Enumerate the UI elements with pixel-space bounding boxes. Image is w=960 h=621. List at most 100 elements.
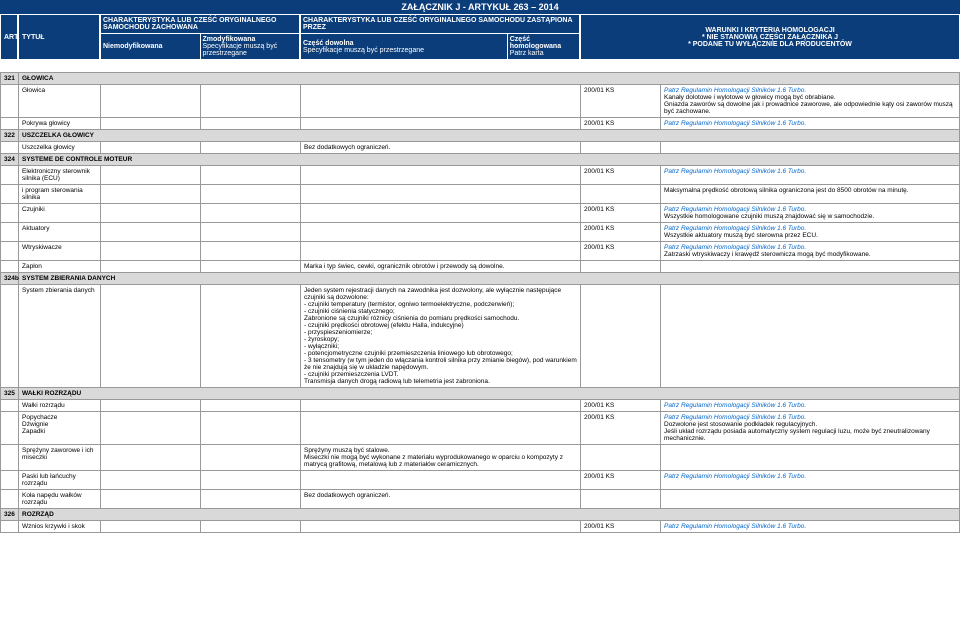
art-cell (1, 142, 19, 154)
warunki-cell (661, 261, 960, 273)
homolog-cell: 200/01 KS (581, 118, 661, 130)
homolog-cell: 200/01 KS (581, 412, 661, 445)
zmod-cell (201, 471, 301, 490)
niemod-cell (101, 223, 201, 242)
dowolna-cell (301, 223, 581, 242)
name-cell: Czujniki (19, 204, 101, 223)
zmod-cell (201, 142, 301, 154)
warunki-cell (661, 445, 960, 471)
homolog-cell (581, 285, 661, 388)
niemod-cell (101, 285, 201, 388)
zmod-cell (201, 400, 301, 412)
art-cell (1, 261, 19, 273)
niemod-cell (101, 400, 201, 412)
zmod-cell (201, 118, 301, 130)
art-cell (1, 223, 19, 242)
art-cell: 322 (1, 130, 19, 142)
section-name: USZCZELKA GŁOWICY (19, 130, 960, 142)
niemod-cell (101, 142, 201, 154)
table-row: Głowica200/01 KSPatrz Regulamin Homologa… (1, 85, 960, 118)
homolog-cell (581, 142, 661, 154)
name-cell: Aktuatory (19, 223, 101, 242)
dowolna-cell: Jeden system rejestracji danych na zawod… (301, 285, 581, 388)
warunki-cell (661, 142, 960, 154)
name-cell: PopychaczeDźwignieZapadki (19, 412, 101, 445)
zmod-cell (201, 261, 301, 273)
name-cell: Sprężyny zaworowe i ich miseczki (19, 445, 101, 471)
table-row: ZapłonMarka i typ świec, cewki, ogranicz… (1, 261, 960, 273)
niemod-cell (101, 471, 201, 490)
warunki-cell (661, 490, 960, 509)
dowolna-cell (301, 521, 581, 533)
name-cell: Głowica (19, 85, 101, 118)
name-cell: Pokrywa głowicy (19, 118, 101, 130)
art-cell (1, 166, 19, 185)
art-cell (1, 285, 19, 388)
warunki-cell: Patrz Regulamin Homologacji Silników 1.6… (661, 242, 960, 261)
table-row: Wałki rozrządu 200/01 KSPatrz Regulamin H… (1, 400, 960, 412)
homolog-cell: 200/01 KS (581, 242, 661, 261)
art-cell (1, 118, 19, 130)
table-row: Koła napędu wałków rozrządu Bez dodatkowy… (1, 490, 960, 509)
name-cell: Wtryskiwacze (19, 242, 101, 261)
hcol-dowolna: Część dowolnaSpecyfikacje muszą być prze… (301, 34, 508, 59)
hcol-homolog: Część homologowanaPatrz karta (508, 34, 579, 59)
section-name: SYSTEME DE CONTROLE MOTEUR (19, 154, 960, 166)
name-cell: Koła napędu wałków rozrządu (19, 490, 101, 509)
table-row: 326ROZRZĄD (1, 509, 960, 521)
warunki-cell: Patrz Regulamin Homologacji Silników 1.6… (661, 521, 960, 533)
warunki-cell: Patrz Regulamin Homologacji Silników 1.6… (661, 400, 960, 412)
dowolna-cell (301, 118, 581, 130)
homolog-cell: 200/01 KS (581, 471, 661, 490)
homolog-cell: 200/01 KS (581, 400, 661, 412)
table-row: Wtryskiwacze 200/01 KSPatrz Regulamin Hom… (1, 242, 960, 261)
homolog-cell: 200/01 KS (581, 204, 661, 223)
warunki-cell: Maksymalna prędkość obrotową silnika ogr… (661, 185, 960, 204)
table-row: 322USZCZELKA GŁOWICY (1, 130, 960, 142)
table-row: 325WAŁKI ROZRZĄDU (1, 388, 960, 400)
name-cell: i program sterowania silnika (19, 185, 101, 204)
niemod-cell (101, 85, 201, 118)
dowolna-cell (301, 204, 581, 223)
warunki-cell: Patrz Regulamin Homologacji Silników 1.6… (661, 204, 960, 223)
homolog-cell: 200/01 KS (581, 521, 661, 533)
dowolna-cell (301, 166, 581, 185)
zmod-cell (201, 223, 301, 242)
hcol-group1: CHARAKTERYSTYKA LUB CZEŚĆ ORYGINALNEGO S… (100, 14, 300, 60)
hcol-tytul: TYTUŁ (18, 14, 100, 60)
art-cell (1, 445, 19, 471)
table-row: Elektroniczny sterownik silnika (ECU) 200… (1, 166, 960, 185)
warunki-cell: Patrz Regulamin Homologacji Silników 1.6… (661, 118, 960, 130)
zmod-cell (201, 185, 301, 204)
niemod-cell (101, 261, 201, 273)
name-cell: Wałki rozrządu (19, 400, 101, 412)
warunki-cell: Patrz Regulamin Homologacji Silników 1.6… (661, 166, 960, 185)
name-cell: Paski lub łańcuchy rozrządu (19, 471, 101, 490)
homolog-cell: 200/01 KS (581, 166, 661, 185)
hcol-art: ART. (0, 14, 18, 60)
dowolna-cell: Bez dodatkowych ograniczeń. (301, 490, 581, 509)
name-cell: Uszczelka głowicy (19, 142, 101, 154)
dowolna-cell (301, 400, 581, 412)
art-cell (1, 204, 19, 223)
art-cell (1, 185, 19, 204)
table-row: Sprężyny zaworowe i ich miseczki Sprężyny… (1, 445, 960, 471)
name-cell: Elektroniczny sterownik silnika (ECU) (19, 166, 101, 185)
header-columns: ART. TYTUŁ CHARAKTERYSTYKA LUB CZEŚĆ ORY… (0, 14, 960, 60)
niemod-cell (101, 242, 201, 261)
art-cell: 321 (1, 73, 19, 85)
art-cell: 324b (1, 273, 19, 285)
art-cell (1, 400, 19, 412)
table-row: 324SYSTEME DE CONTROLE MOTEUR (1, 154, 960, 166)
niemod-cell (101, 118, 201, 130)
table-row: Pokrywa głowicy 200/01 KSPatrz Regulamin … (1, 118, 960, 130)
table-row: System zbierania danychJeden system reje… (1, 285, 960, 388)
table-row: Czujniki 200/01 KSPatrz Regulamin Homolog… (1, 204, 960, 223)
warunki-cell: Patrz Regulamin Homologacji Silników 1.6… (661, 412, 960, 445)
dowolna-cell (301, 471, 581, 490)
zmod-cell (201, 445, 301, 471)
table-row: PopychaczeDźwignieZapadki 200/01 KSPatrz … (1, 412, 960, 445)
dowolna-cell: Bez dodatkowych ograniczeń. (301, 142, 581, 154)
dowolna-cell: Sprężyny muszą być stalowe.Miseczki nie … (301, 445, 581, 471)
zmod-cell (201, 490, 301, 509)
